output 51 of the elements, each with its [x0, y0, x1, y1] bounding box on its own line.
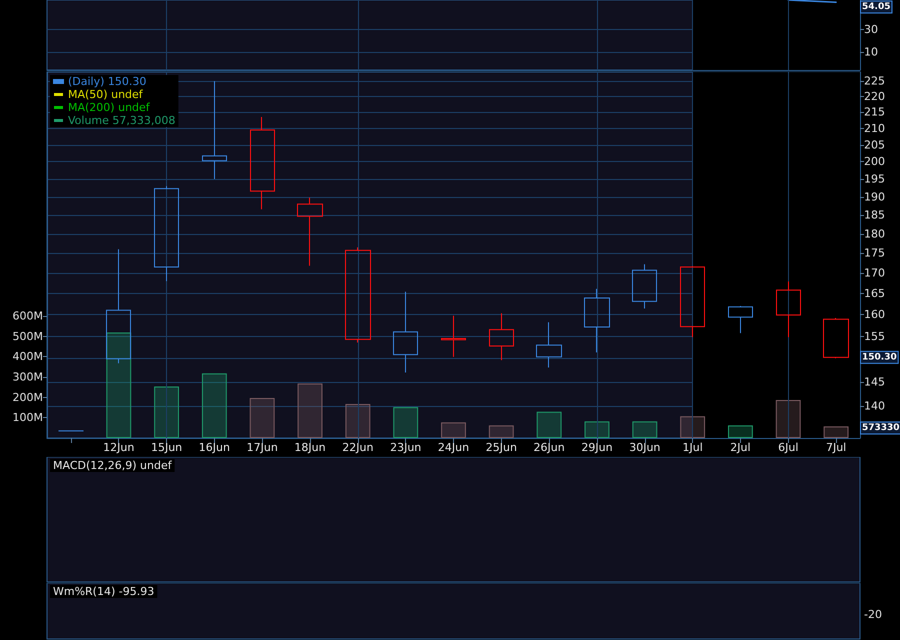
y-tick-label: 185: [864, 208, 885, 222]
x-tick-label: 1Jul: [682, 441, 703, 454]
y-tick-label: 215: [864, 106, 885, 119]
y2-tick-label: 400M: [12, 350, 43, 364]
y-tick-label: 170: [864, 266, 885, 280]
y-tick-label: 180: [864, 227, 885, 240]
text: 54.05: [862, 2, 890, 12]
x-tick-label: 25Jun: [486, 441, 517, 454]
text: Wm%R(14) -95.93: [53, 585, 154, 598]
y-tick-label: 220: [864, 90, 885, 103]
x-tick-label: 6Jul: [778, 441, 798, 454]
x-tick-label: 12Jun: [103, 441, 134, 454]
y-tick-label: 175: [864, 246, 885, 260]
y-tick-label: 210: [864, 122, 885, 135]
x-tick-label: 2Jul: [730, 441, 751, 454]
x-tick-label: 16Jun: [198, 441, 230, 454]
y2-tick-label: 300M: [12, 370, 43, 384]
x-tick-label: 15Jun: [150, 441, 182, 454]
x-tick-label: 22Jun: [342, 441, 374, 454]
y-tick-label: 205: [864, 138, 885, 152]
legend-label: MA(50) undef: [68, 88, 144, 101]
y2-tick-label: 500M: [12, 330, 43, 343]
y2-tick-label: 600M: [12, 310, 43, 322]
legend-label: MA(200) undef: [68, 101, 151, 114]
x-tick-label: 29Jun: [581, 441, 613, 454]
y-tick-label: 10: [864, 45, 878, 58]
text: MACD(12,26,9) undef: [53, 459, 173, 472]
y-tick-label: 165: [864, 286, 885, 300]
text: -20: [864, 608, 882, 621]
legend-label: Volume 57,333,008: [68, 114, 176, 127]
text: 573330: [862, 423, 900, 433]
y-tick-label: 225: [864, 74, 885, 88]
y-tick-label: 190: [864, 190, 885, 204]
y2-tick-label: 100M: [12, 411, 43, 424]
x-tick-label: 18Jun: [294, 441, 326, 454]
x-tick-label: 23Jun: [390, 441, 422, 454]
x-tick-label: 7Jul: [826, 441, 846, 454]
y-tick-label: 200: [864, 155, 885, 168]
y2-tick-label: 200M: [12, 390, 43, 404]
x-tick-label: 24Jun: [438, 441, 470, 454]
y-tick-label: 160: [864, 308, 885, 322]
x-tick-label: 30Jun: [629, 441, 660, 454]
legend-label: (Daily) 150.30: [68, 75, 146, 88]
x-tick-label: 26Jun: [534, 441, 565, 454]
x-tick-label: 17Jun: [246, 441, 278, 454]
y-tick-label: 195: [864, 172, 885, 186]
y-tick-label: 145: [864, 375, 885, 388]
y-tick-label: 140: [864, 399, 885, 412]
y-tick-label: 30: [864, 22, 878, 36]
y-tick-label: 155: [864, 330, 885, 343]
text: 150.30: [862, 352, 897, 362]
